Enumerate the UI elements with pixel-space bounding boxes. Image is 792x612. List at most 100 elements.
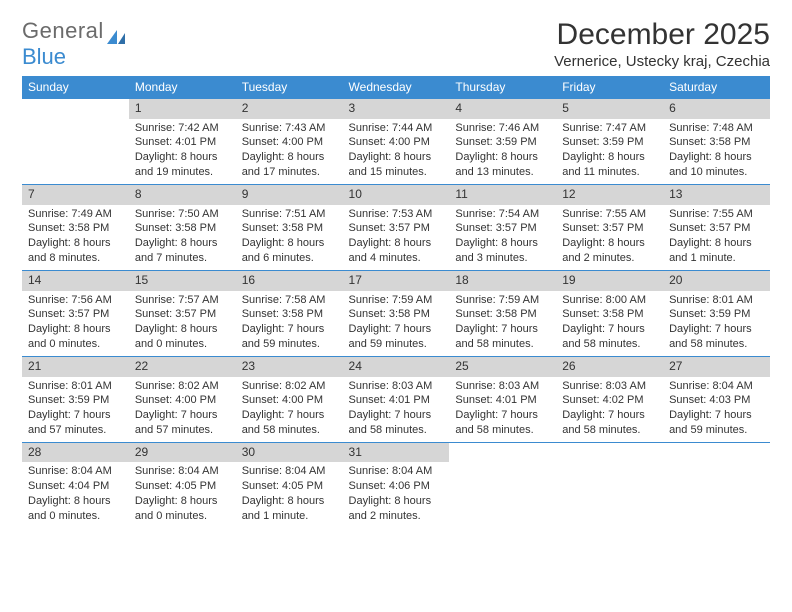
- sunset-text: Sunset: 3:57 PM: [562, 221, 657, 236]
- daylight-text: Daylight: 7 hours and 58 minutes.: [349, 408, 444, 438]
- sunset-text: Sunset: 4:04 PM: [28, 479, 123, 494]
- day-details: Sunrise: 7:59 AMSunset: 3:58 PMDaylight:…: [449, 291, 556, 356]
- calendar-day-cell: 13Sunrise: 7:55 AMSunset: 3:57 PMDayligh…: [663, 184, 770, 270]
- daylight-text: Daylight: 7 hours and 59 minutes.: [669, 408, 764, 438]
- calendar-day-cell: 31Sunrise: 8:04 AMSunset: 4:06 PMDayligh…: [343, 442, 450, 527]
- daylight-text: Daylight: 8 hours and 11 minutes.: [562, 150, 657, 180]
- day-number: 7: [22, 185, 129, 205]
- sunset-text: Sunset: 4:00 PM: [242, 135, 337, 150]
- day-number: 21: [22, 357, 129, 377]
- calendar-day-cell: 3Sunrise: 7:44 AMSunset: 4:00 PMDaylight…: [343, 99, 450, 185]
- day-details: Sunrise: 7:46 AMSunset: 3:59 PMDaylight:…: [449, 119, 556, 184]
- sunset-text: Sunset: 3:57 PM: [455, 221, 550, 236]
- daylight-text: Daylight: 8 hours and 10 minutes.: [669, 150, 764, 180]
- sunset-text: Sunset: 3:58 PM: [28, 221, 123, 236]
- sunrise-text: Sunrise: 8:02 AM: [135, 379, 230, 394]
- calendar-page: General December 2025 Vernerice, Ustecky…: [0, 0, 792, 612]
- col-friday: Friday: [556, 76, 663, 99]
- daylight-text: Daylight: 7 hours and 57 minutes.: [135, 408, 230, 438]
- daylight-text: Daylight: 8 hours and 7 minutes.: [135, 236, 230, 266]
- daylight-text: Daylight: 7 hours and 59 minutes.: [242, 322, 337, 352]
- calendar-day-cell: 20Sunrise: 8:01 AMSunset: 3:59 PMDayligh…: [663, 270, 770, 356]
- sunset-text: Sunset: 3:58 PM: [349, 307, 444, 322]
- sunrise-text: Sunrise: 8:03 AM: [349, 379, 444, 394]
- calendar-week-row: 1Sunrise: 7:42 AMSunset: 4:01 PMDaylight…: [22, 99, 770, 185]
- day-number: 29: [129, 443, 236, 463]
- sunset-text: Sunset: 3:57 PM: [28, 307, 123, 322]
- day-number: 4: [449, 99, 556, 119]
- daylight-text: Daylight: 8 hours and 2 minutes.: [349, 494, 444, 524]
- sunset-text: Sunset: 3:57 PM: [349, 221, 444, 236]
- header-row: General December 2025 Vernerice, Ustecky…: [22, 18, 770, 70]
- brand-word2: Blue: [22, 44, 66, 70]
- calendar-day-cell: 7Sunrise: 7:49 AMSunset: 3:58 PMDaylight…: [22, 184, 129, 270]
- calendar-week-row: 28Sunrise: 8:04 AMSunset: 4:04 PMDayligh…: [22, 442, 770, 527]
- calendar-day-cell: 2Sunrise: 7:43 AMSunset: 4:00 PMDaylight…: [236, 99, 343, 185]
- day-number: 28: [22, 443, 129, 463]
- day-number: 5: [556, 99, 663, 119]
- day-number: 10: [343, 185, 450, 205]
- calendar-day-cell: 18Sunrise: 7:59 AMSunset: 3:58 PMDayligh…: [449, 270, 556, 356]
- sunrise-text: Sunrise: 8:02 AM: [242, 379, 337, 394]
- day-details: Sunrise: 7:44 AMSunset: 4:00 PMDaylight:…: [343, 119, 450, 184]
- day-number: 11: [449, 185, 556, 205]
- day-number: 20: [663, 271, 770, 291]
- day-details: Sunrise: 8:02 AMSunset: 4:00 PMDaylight:…: [236, 377, 343, 442]
- calendar-day-cell: 22Sunrise: 8:02 AMSunset: 4:00 PMDayligh…: [129, 356, 236, 442]
- location-text: Vernerice, Ustecky kraj, Czechia: [554, 53, 770, 70]
- day-details: Sunrise: 7:47 AMSunset: 3:59 PMDaylight:…: [556, 119, 663, 184]
- sunset-text: Sunset: 3:58 PM: [562, 307, 657, 322]
- calendar-day-cell: 9Sunrise: 7:51 AMSunset: 3:58 PMDaylight…: [236, 184, 343, 270]
- sunrise-text: Sunrise: 8:03 AM: [455, 379, 550, 394]
- sail-icon: [107, 24, 127, 38]
- day-details: Sunrise: 7:53 AMSunset: 3:57 PMDaylight:…: [343, 205, 450, 270]
- daylight-text: Daylight: 7 hours and 58 minutes.: [455, 408, 550, 438]
- sunrise-text: Sunrise: 7:47 AM: [562, 121, 657, 136]
- day-number: 12: [556, 185, 663, 205]
- calendar-week-row: 14Sunrise: 7:56 AMSunset: 3:57 PMDayligh…: [22, 270, 770, 356]
- calendar-day-cell: 16Sunrise: 7:58 AMSunset: 3:58 PMDayligh…: [236, 270, 343, 356]
- sunrise-text: Sunrise: 8:01 AM: [28, 379, 123, 394]
- sunrise-text: Sunrise: 7:42 AM: [135, 121, 230, 136]
- day-details: Sunrise: 8:02 AMSunset: 4:00 PMDaylight:…: [129, 377, 236, 442]
- day-details: Sunrise: 7:51 AMSunset: 3:58 PMDaylight:…: [236, 205, 343, 270]
- daylight-text: Daylight: 8 hours and 13 minutes.: [455, 150, 550, 180]
- daylight-text: Daylight: 7 hours and 58 minutes.: [669, 322, 764, 352]
- day-number: 18: [449, 271, 556, 291]
- day-details: Sunrise: 7:59 AMSunset: 3:58 PMDaylight:…: [343, 291, 450, 356]
- sunset-text: Sunset: 3:58 PM: [242, 307, 337, 322]
- day-details: Sunrise: 7:42 AMSunset: 4:01 PMDaylight:…: [129, 119, 236, 184]
- sunset-text: Sunset: 4:00 PM: [242, 393, 337, 408]
- sunset-text: Sunset: 3:59 PM: [669, 307, 764, 322]
- day-details: Sunrise: 7:57 AMSunset: 3:57 PMDaylight:…: [129, 291, 236, 356]
- day-number: 30: [236, 443, 343, 463]
- day-details: Sunrise: 8:00 AMSunset: 3:58 PMDaylight:…: [556, 291, 663, 356]
- calendar-day-cell: 19Sunrise: 8:00 AMSunset: 3:58 PMDayligh…: [556, 270, 663, 356]
- sunrise-text: Sunrise: 7:49 AM: [28, 207, 123, 222]
- day-number: 1: [129, 99, 236, 119]
- sunset-text: Sunset: 3:58 PM: [242, 221, 337, 236]
- day-details: Sunrise: 7:55 AMSunset: 3:57 PMDaylight:…: [556, 205, 663, 270]
- day-details: Sunrise: 8:04 AMSunset: 4:05 PMDaylight:…: [236, 462, 343, 527]
- col-sunday: Sunday: [22, 76, 129, 99]
- day-details: Sunrise: 7:49 AMSunset: 3:58 PMDaylight:…: [22, 205, 129, 270]
- calendar-day-cell: 4Sunrise: 7:46 AMSunset: 3:59 PMDaylight…: [449, 99, 556, 185]
- sunset-text: Sunset: 3:58 PM: [135, 221, 230, 236]
- daylight-text: Daylight: 7 hours and 57 minutes.: [28, 408, 123, 438]
- sunrise-text: Sunrise: 7:55 AM: [562, 207, 657, 222]
- calendar-day-cell: 14Sunrise: 7:56 AMSunset: 3:57 PMDayligh…: [22, 270, 129, 356]
- day-number: 23: [236, 357, 343, 377]
- calendar-header: Sunday Monday Tuesday Wednesday Thursday…: [22, 76, 770, 99]
- calendar-body: 1Sunrise: 7:42 AMSunset: 4:01 PMDaylight…: [22, 99, 770, 528]
- sunrise-text: Sunrise: 7:46 AM: [455, 121, 550, 136]
- day-details: Sunrise: 7:43 AMSunset: 4:00 PMDaylight:…: [236, 119, 343, 184]
- calendar-day-cell: 5Sunrise: 7:47 AMSunset: 3:59 PMDaylight…: [556, 99, 663, 185]
- col-tuesday: Tuesday: [236, 76, 343, 99]
- title-block: December 2025 Vernerice, Ustecky kraj, C…: [554, 18, 770, 70]
- daylight-text: Daylight: 7 hours and 58 minutes.: [455, 322, 550, 352]
- daylight-text: Daylight: 7 hours and 58 minutes.: [562, 408, 657, 438]
- day-details: Sunrise: 7:50 AMSunset: 3:58 PMDaylight:…: [129, 205, 236, 270]
- sunrise-text: Sunrise: 8:00 AM: [562, 293, 657, 308]
- calendar-day-cell: 24Sunrise: 8:03 AMSunset: 4:01 PMDayligh…: [343, 356, 450, 442]
- day-number: 17: [343, 271, 450, 291]
